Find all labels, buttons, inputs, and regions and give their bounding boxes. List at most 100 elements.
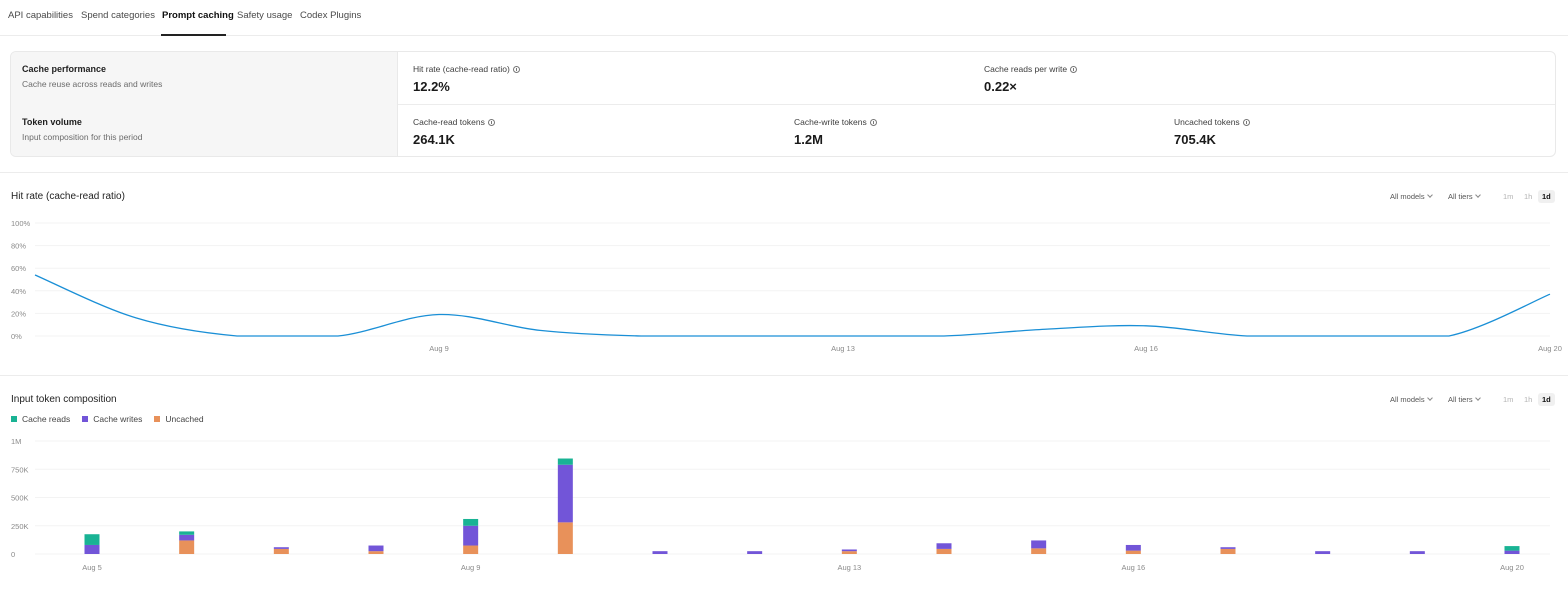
bar-segment-cache-writes — [1409, 551, 1425, 554]
y-tick-label: 40% — [11, 287, 26, 296]
chevron-down-icon — [1474, 395, 1481, 401]
legend-label: Uncached — [165, 414, 204, 424]
bar-segment-cache-writes — [1315, 551, 1331, 554]
summary-row-divider — [398, 104, 1555, 105]
bar-segment-uncached — [1220, 548, 1236, 554]
cache-write-tokens-label-text: Cache-write tokens — [794, 117, 867, 127]
tiers-filter-dropdown[interactable]: All tiers — [1448, 192, 1481, 201]
bar-segment-cache-writes — [1125, 544, 1141, 551]
legend-item-cache-writes[interactable]: Cache writes — [82, 414, 142, 424]
bar-segment-cache-writes — [652, 551, 668, 554]
bar-segment-cache-writes — [1220, 547, 1236, 549]
chart-legend: Cache reads Cache writes Uncached — [11, 414, 204, 424]
granularity-1d-button[interactable]: 1d — [1538, 190, 1555, 203]
granularity-1h-button[interactable]: 1h — [1524, 192, 1533, 201]
bar-segment-uncached — [463, 545, 479, 554]
y-tick-label: 250K — [11, 522, 29, 531]
bar-segment-cache-reads — [557, 458, 573, 465]
x-tick-label: Aug 13 — [831, 344, 855, 353]
tiers-filter-dropdown[interactable]: All tiers — [1448, 395, 1481, 404]
bar-segment-cache-writes — [1031, 540, 1047, 549]
legend-item-cache-reads[interactable]: Cache reads — [11, 414, 70, 424]
cache-performance-subtitle: Cache reuse across reads and writes — [22, 79, 163, 89]
summary-section-labels: Cache performance Cache reuse across rea… — [11, 52, 398, 156]
tab-bar: API capabilities Spend categories Prompt… — [0, 0, 1568, 36]
bar-segment-cache-writes — [179, 534, 195, 541]
reads-per-write-value: 0.22× — [984, 79, 1017, 94]
bar-segment-uncached — [841, 551, 857, 554]
cache-performance-title: Cache performance — [22, 64, 107, 74]
x-tick-label: Aug 16 — [1121, 563, 1145, 572]
legend-label: Cache reads — [22, 414, 71, 424]
cache-read-tokens-label-text: Cache-read tokens — [413, 117, 485, 127]
info-icon[interactable] — [487, 118, 495, 126]
bar-segment-cache-reads — [179, 531, 195, 535]
x-tick-label: Aug 9 — [461, 563, 481, 572]
cache-read-tokens-label: Cache-read tokens — [413, 117, 495, 127]
y-tick-label: 100% — [11, 219, 31, 228]
bar-segment-uncached — [1031, 548, 1047, 554]
hit-rate-label-text: Hit rate (cache-read ratio) — [413, 64, 510, 74]
y-tick-label: 80% — [11, 242, 26, 251]
bar-segment-cache-writes — [273, 547, 289, 549]
tab-prompt-caching[interactable]: Prompt caching — [162, 10, 234, 21]
models-filter-dropdown[interactable]: All models — [1390, 192, 1433, 201]
granularity-1m-button[interactable]: 1m — [1503, 395, 1514, 404]
hit-rate-line-chart: 100% 80% 60% 40% 20% 0% Aug 9 Aug 13 Aug 16 Aug 2… — [11, 219, 1562, 353]
bar-segment-cache-reads — [463, 518, 479, 526]
y-tick-label: 0 — [11, 550, 15, 559]
chevron-down-icon — [1426, 395, 1433, 401]
cache-reads-swatch — [11, 416, 17, 422]
hit-rate-label: Hit rate (cache-read ratio) — [413, 64, 520, 74]
tab-spend-categories[interactable]: Spend categories — [81, 10, 155, 21]
tab-codex-plugins[interactable]: Codex Plugins — [300, 10, 362, 21]
info-icon[interactable] — [869, 118, 877, 126]
info-icon[interactable] — [1070, 65, 1078, 73]
info-icon[interactable] — [512, 65, 520, 73]
models-filter-label: All models — [1390, 192, 1425, 201]
bar-segment-uncached — [557, 522, 573, 554]
tab-safety-usage[interactable]: Safety usage — [237, 10, 293, 21]
chevron-down-icon — [1474, 192, 1481, 198]
granularity-1h-button[interactable]: 1h — [1524, 395, 1533, 404]
uncached-tokens-value: 705.4K — [1174, 132, 1216, 147]
bar-segment-uncached — [1125, 550, 1141, 554]
bar-segment-cache-writes — [557, 464, 573, 523]
legend-label: Cache writes — [93, 414, 143, 424]
bar-segment-cache-writes — [841, 549, 857, 552]
bar-segment-cache-writes — [368, 545, 384, 552]
bar-segment-cache-writes — [747, 551, 763, 554]
x-tick-label: Aug 20 — [1538, 344, 1562, 353]
tiers-filter-label: All tiers — [1448, 192, 1473, 201]
bar-segment-uncached — [179, 540, 195, 554]
token-volume-title: Token volume — [22, 117, 82, 127]
cache-writes-swatch — [82, 416, 89, 422]
bar-segment-cache-writes — [463, 525, 479, 546]
bar-segment-uncached — [936, 548, 952, 554]
y-tick-label: 20% — [11, 309, 26, 318]
y-tick-label: 60% — [11, 264, 26, 273]
uncached-tokens-label: Uncached tokens — [1174, 117, 1250, 127]
models-filter-dropdown[interactable]: All models — [1390, 395, 1433, 404]
bar-segment-cache-reads — [1504, 546, 1520, 551]
tab-api-capabilities[interactable]: API capabilities — [8, 10, 73, 21]
token-composition-chart-title: Input token composition — [11, 394, 117, 405]
x-tick-label: Aug 9 — [429, 344, 449, 353]
reads-per-write-label-text: Cache reads per write — [984, 64, 1068, 74]
x-tick-label: Aug 5 — [82, 563, 102, 572]
uncached-swatch — [154, 416, 161, 422]
hit-rate-chart-title: Hit rate (cache-read ratio) — [11, 191, 125, 202]
tiers-filter-label: All tiers — [1448, 395, 1473, 404]
granularity-1m-button[interactable]: 1m — [1503, 192, 1514, 201]
hit-rate-value: 12.2% — [413, 79, 450, 94]
info-icon[interactable] — [1242, 118, 1250, 126]
chevron-down-icon — [1426, 192, 1433, 198]
x-tick-label: Aug 16 — [1134, 344, 1158, 353]
uncached-tokens-label-text: Uncached tokens — [1174, 117, 1240, 127]
y-tick-label: 500K — [11, 494, 29, 503]
granularity-1d-button[interactable]: 1d — [1538, 393, 1555, 406]
section-divider — [0, 172, 1568, 173]
y-tick-label: 0% — [11, 332, 22, 341]
token-composition-bar-chart: 1M 750K 500K 250K 0 Aug 5 Aug 9 Aug 13 Aug 16 Aug… — [11, 437, 1550, 572]
legend-item-uncached[interactable]: Uncached — [154, 414, 204, 424]
